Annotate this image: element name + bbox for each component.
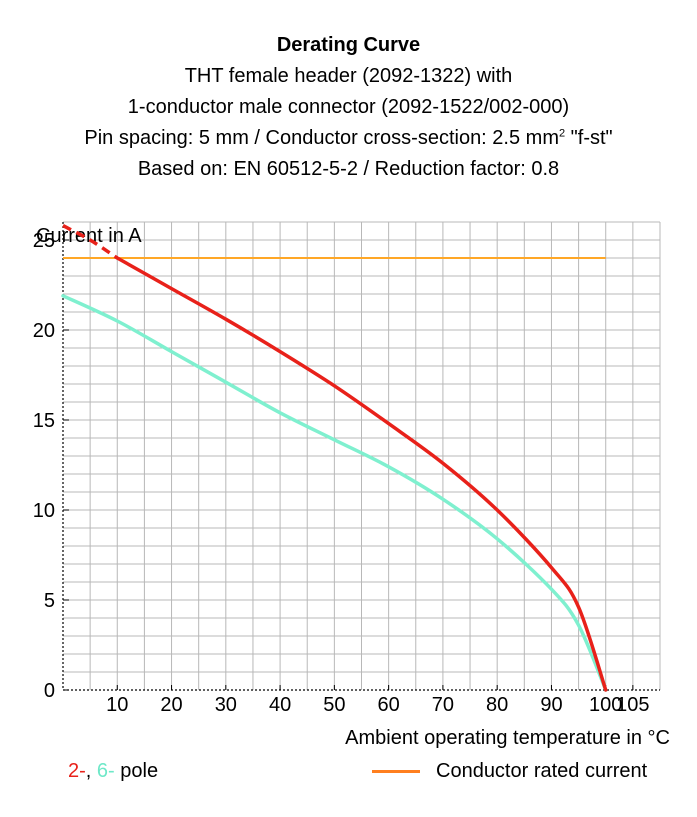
- series-line-6-pole: [61, 294, 608, 692]
- y-tick-label: 10: [33, 500, 55, 522]
- subtitle-line-2: 1-conductor male connector (2092-1522/00…: [127, 96, 570, 118]
- y-tick-label: 5: [44, 590, 55, 612]
- y-tick-label: 0: [44, 680, 55, 702]
- legend-rated: Conductor rated current: [372, 760, 647, 783]
- x-tick-label: 50: [323, 694, 345, 716]
- x-tick-label: 60: [378, 694, 400, 716]
- y-axis-label: Current in A: [36, 225, 142, 247]
- x-tick-label: 80: [486, 694, 508, 716]
- legend-six-pole: 6-: [96, 760, 115, 782]
- legend-two-pole: 2-: [68, 760, 86, 782]
- x-axis-label: Ambient operating temperature in °C: [345, 727, 670, 749]
- legend-rated-swatch: [372, 770, 420, 773]
- legend-pole-suffix: pole: [114, 760, 159, 782]
- x-tick-label: 40: [269, 694, 291, 716]
- chart-title: Derating Curve: [276, 34, 421, 56]
- legend-separator: ,: [85, 760, 97, 782]
- x-tick-label: 30: [215, 694, 237, 716]
- y-tick-label: 25: [33, 230, 55, 252]
- superscript-two: 2: [558, 127, 566, 140]
- x-tick-label: 90: [540, 694, 562, 716]
- legend-rated-label: Conductor rated current: [436, 760, 648, 782]
- subtitle-line-1: THT female header (2092-1322) with: [184, 65, 513, 87]
- subtitle-line-3-suffix: "f-st": [565, 127, 613, 149]
- x-tick-label: 70: [432, 694, 454, 716]
- subtitle-line-3-text: Pin spacing: 5 mm / Conductor cross-sect…: [84, 127, 559, 149]
- x-tick-label: 105: [616, 694, 649, 716]
- chart-title-block: Derating Curve THT female header (2092-1…: [0, 30, 697, 185]
- series-line-2-pole: [115, 256, 608, 692]
- subtitle-line-4: Based on: EN 60512-5-2 / Reduction facto…: [137, 158, 560, 180]
- series-line-2-pole-dashed: [62, 224, 119, 260]
- x-tick-label: 20: [160, 694, 182, 716]
- y-tick-label: 15: [33, 410, 55, 432]
- legend-pole: 2-, 6- pole: [68, 760, 158, 783]
- x-tick-label: 100: [589, 694, 622, 716]
- y-tick-label: 20: [33, 320, 55, 342]
- subtitle-line-3: Pin spacing: 5 mm / Conductor cross-sect…: [0, 123, 697, 154]
- x-tick-label: 10: [106, 694, 128, 716]
